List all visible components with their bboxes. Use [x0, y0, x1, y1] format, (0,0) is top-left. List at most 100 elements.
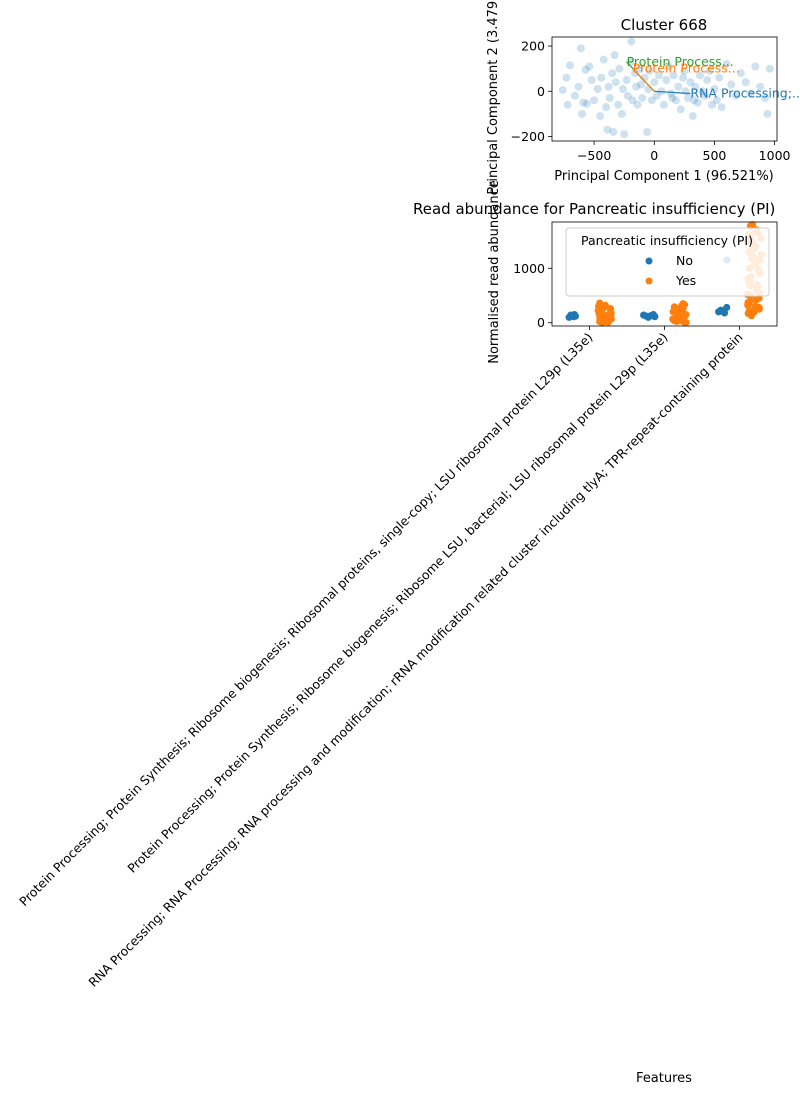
- strip-point-no: [723, 303, 731, 312]
- pca-point: [671, 96, 680, 105]
- strip-point-no: [649, 311, 658, 319]
- pca-annotations: Protein Process...Protein Process... RNA …: [626, 54, 800, 101]
- pca-point: [668, 94, 677, 102]
- pca-x-axis-label: Principal Component 1 (96.521%): [554, 169, 774, 184]
- pca-point: [688, 112, 697, 121]
- pca-point: [563, 100, 572, 109]
- pca-point: [710, 85, 719, 93]
- pca-point: [679, 73, 688, 82]
- pca-point: [615, 64, 624, 73]
- pca-point: [652, 91, 661, 100]
- legend-box: [565, 227, 770, 297]
- pca-title: Cluster 668: [621, 16, 708, 34]
- pca-point: [669, 71, 678, 80]
- strip-y-tick-label: 1000: [513, 261, 545, 276]
- pca-annotation-label: Protein Process...: [627, 54, 734, 69]
- pca-point: [765, 64, 774, 73]
- pca-point: [691, 82, 700, 91]
- pca-point: [579, 98, 588, 107]
- pca-point: [632, 82, 641, 91]
- pca-point: [603, 125, 612, 134]
- pca-x-tick-label: 0: [650, 148, 658, 163]
- pca-point: [674, 82, 683, 91]
- pca-point: [604, 82, 613, 91]
- pca-point: [585, 62, 594, 71]
- legend-marker-no: [645, 257, 653, 265]
- pca-x-tick-label: −500: [577, 148, 611, 163]
- strip-point-yes: [681, 319, 690, 327]
- pca-point: [576, 44, 585, 53]
- strip-point-yes: [676, 312, 684, 320]
- pca-point: [662, 76, 671, 84]
- legend-label-yes: Yes: [675, 273, 696, 288]
- pca-point: [722, 60, 731, 69]
- pca-point: [590, 96, 599, 105]
- pca-point: [597, 73, 606, 82]
- pca-point: [650, 78, 659, 87]
- pca-point: [608, 69, 617, 78]
- legend-label-no: No: [676, 253, 693, 268]
- pca-point: [602, 103, 611, 112]
- pca-annotation-arrow: [654, 90, 691, 95]
- pca-point: [566, 61, 574, 70]
- strip-point-yes: [752, 296, 760, 304]
- strip-point-yes: [673, 317, 681, 325]
- pca-point: [637, 80, 645, 89]
- pca-point: [582, 99, 591, 108]
- pca-point: [751, 62, 760, 71]
- pca-point: [628, 96, 637, 105]
- strip-title: Read abundance for Pancreatic insufficie…: [413, 200, 775, 218]
- pca-point: [717, 103, 726, 112]
- pca-point: [712, 96, 721, 105]
- pca-point: [659, 100, 668, 109]
- pca-point: [581, 65, 590, 74]
- pca-point: [558, 86, 567, 95]
- pca-point: [633, 100, 642, 109]
- pca-point: [611, 78, 620, 87]
- pca-x-tick-label: 1000: [759, 148, 791, 163]
- pca-point: [587, 76, 596, 84]
- pca-point: [676, 105, 685, 114]
- pca-point: [698, 87, 707, 96]
- pca-scatter-panel: Cluster 668 Protein Process...Protein Pr…: [486, 0, 800, 195]
- pca-point: [622, 76, 631, 84]
- pca-point: [570, 91, 579, 100]
- pca-point: [643, 128, 652, 136]
- pca-point: [696, 71, 704, 80]
- strip-point-no: [642, 312, 651, 320]
- pca-y-tick-label: −200: [511, 129, 545, 144]
- pca-point: [667, 89, 676, 98]
- pca-point: [700, 91, 709, 100]
- pca-annotation-label: Protein Process...: [633, 61, 740, 76]
- strip-point-yes: [606, 309, 614, 318]
- pca-annotation-arrow: [632, 68, 655, 92]
- strip-y-axis-ticks: 0 1000: [513, 261, 552, 330]
- pca-point: [703, 76, 712, 84]
- pca-point: [680, 66, 689, 75]
- pca-y-tick-label: 0: [537, 84, 545, 99]
- pca-y-tick-label: 200: [521, 39, 545, 54]
- pca-x-axis-ticks: −500 0 500 1000: [577, 141, 791, 163]
- pca-point: [574, 82, 583, 91]
- pca-point: [693, 98, 702, 107]
- pca-point: [609, 128, 618, 136]
- pca-point: [664, 62, 673, 71]
- strip-y-axis-label: Normalised read abundance: [487, 180, 502, 364]
- pca-y-axis-label: Principal Component 2 (3.479%): [486, 0, 501, 195]
- pca-point: [645, 66, 654, 75]
- legend-title: Pancreatic insufficiency (PI): [581, 233, 753, 248]
- pca-point: [647, 96, 656, 105]
- pca-point: [635, 64, 644, 73]
- pca-point: [619, 85, 627, 93]
- legend: Pancreatic insufficiency (PI) No Yes: [565, 227, 770, 297]
- strip-point-no: [717, 306, 725, 314]
- pca-point: [746, 89, 755, 98]
- legend-marker-yes: [645, 277, 653, 285]
- pca-point: [655, 71, 664, 80]
- pca-annotation-label: RNA Processing;...: [690, 86, 800, 101]
- pca-axes-frame: [551, 36, 778, 142]
- pca-point: [715, 73, 724, 82]
- pca-x-tick-label: 500: [703, 148, 727, 163]
